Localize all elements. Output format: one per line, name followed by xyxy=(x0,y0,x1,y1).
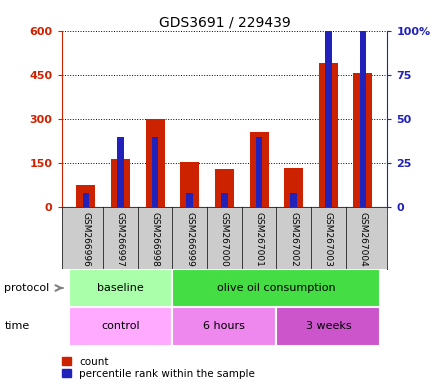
Bar xyxy=(146,119,165,207)
Text: GSM266996: GSM266996 xyxy=(81,212,90,267)
Bar xyxy=(256,137,262,207)
Bar xyxy=(117,137,124,207)
Title: GDS3691 / 229439: GDS3691 / 229439 xyxy=(158,16,290,30)
Bar xyxy=(152,137,158,207)
Bar xyxy=(221,193,228,207)
Bar xyxy=(276,307,380,346)
Text: GSM267000: GSM267000 xyxy=(220,212,229,267)
Text: olive oil consumption: olive oil consumption xyxy=(217,283,336,293)
Text: 3 weeks: 3 weeks xyxy=(305,321,351,331)
Text: baseline: baseline xyxy=(97,283,144,293)
Bar xyxy=(290,193,297,207)
Text: protocol: protocol xyxy=(4,283,50,293)
Bar xyxy=(83,193,89,207)
Bar xyxy=(172,307,276,346)
Bar xyxy=(359,0,366,207)
Bar xyxy=(69,307,172,346)
Bar xyxy=(172,269,380,307)
Text: GSM266997: GSM266997 xyxy=(116,212,125,267)
Bar xyxy=(69,269,172,307)
Text: 6 hours: 6 hours xyxy=(203,321,246,331)
Bar xyxy=(284,167,303,207)
Bar xyxy=(215,169,234,207)
Bar xyxy=(111,159,130,207)
Text: GSM267003: GSM267003 xyxy=(324,212,333,267)
Bar xyxy=(76,185,95,207)
Text: GSM267002: GSM267002 xyxy=(289,212,298,267)
Text: GSM267001: GSM267001 xyxy=(254,212,264,267)
Legend: count, percentile rank within the sample: count, percentile rank within the sample xyxy=(62,357,255,379)
Bar xyxy=(187,193,193,207)
Bar xyxy=(249,132,268,207)
Text: control: control xyxy=(101,321,140,331)
Bar xyxy=(180,162,199,207)
Text: GSM266998: GSM266998 xyxy=(150,212,160,267)
Bar xyxy=(353,73,373,207)
Text: GSM266999: GSM266999 xyxy=(185,212,194,267)
Text: time: time xyxy=(4,321,29,331)
Text: GSM267004: GSM267004 xyxy=(359,212,367,267)
Bar xyxy=(325,0,332,207)
Bar xyxy=(319,63,338,207)
